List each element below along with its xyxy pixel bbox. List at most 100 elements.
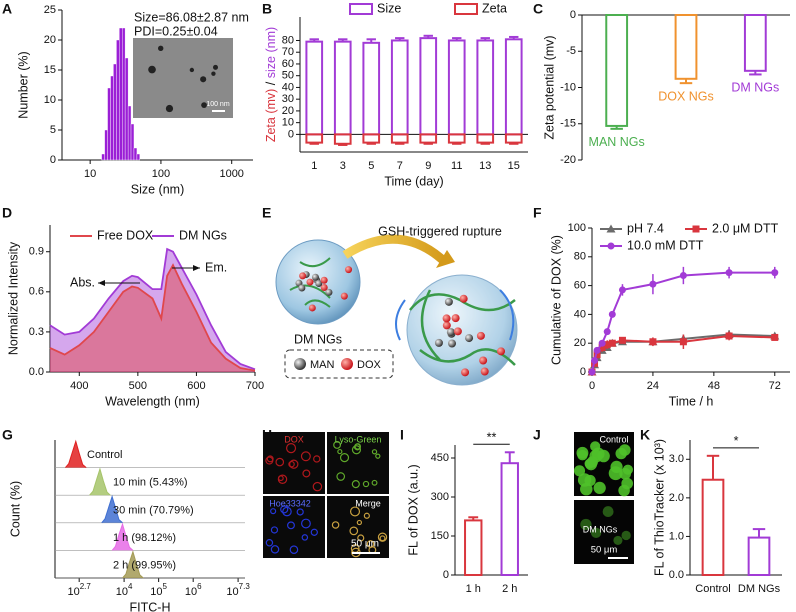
cell [289, 459, 299, 469]
image-label: DM NGs [583, 524, 618, 534]
panel-label: C [533, 1, 543, 17]
y-axis-label-part: size (nm) [264, 27, 278, 78]
legend-label: 10.0 mM DTT [627, 238, 704, 252]
x-tick-label: 13 [479, 160, 491, 172]
bar [305, 133, 324, 144]
cell [349, 506, 361, 517]
x-axis-label: FITC-H [130, 600, 171, 612]
bar [110, 75, 114, 161]
line [49, 247, 256, 371]
x-tick-label: 500 [129, 380, 147, 392]
marker [725, 269, 733, 277]
y-axis-label: Normalized Intensity [6, 241, 20, 355]
line [111, 522, 134, 551]
bar [419, 37, 438, 136]
y-tick-label: -20 [560, 154, 576, 166]
x-tick-label: 5 [368, 160, 374, 172]
y-axis-label: Cumulative of DOX (%) [549, 235, 563, 365]
legend-icon [294, 358, 306, 370]
x-tick-label: 1000 [219, 168, 243, 180]
y-axis-label-part: / [264, 78, 278, 88]
y-tick-label: 100 [568, 222, 586, 234]
legend-label: pH 7.4 [627, 221, 664, 235]
dot [345, 266, 353, 274]
dot [451, 314, 460, 323]
cell [313, 455, 321, 463]
particle [148, 65, 156, 74]
cell [366, 540, 375, 548]
x-tick-label: DM NGs [738, 583, 781, 595]
marker [771, 269, 779, 277]
y-tick-label: 3.0 [669, 453, 684, 465]
cell [621, 477, 634, 490]
particle [158, 45, 164, 52]
marker [608, 339, 616, 347]
marker [649, 338, 657, 346]
legend-icon [454, 3, 478, 15]
y-tick-label: 0.6 [29, 286, 44, 298]
x-tick-label: 104 [116, 582, 133, 598]
y-tick-label: 0.0 [669, 569, 684, 581]
dot [446, 328, 455, 337]
bar [113, 63, 117, 161]
x-tick-label: 100 [152, 168, 170, 180]
panel-label: D [2, 205, 12, 221]
bar [362, 133, 381, 144]
marker [606, 224, 616, 233]
legend-label: DM NGs [179, 228, 227, 242]
y-tick-label: 40 [282, 81, 294, 93]
x-tick-label: 7 [397, 160, 403, 172]
series-label: 2 h (99.95%) [113, 559, 176, 571]
y-tick-label: 20 [282, 105, 294, 117]
bar [116, 39, 120, 161]
legend-label: Free DOX [97, 228, 154, 242]
legend-icon [349, 3, 373, 15]
cell [613, 535, 623, 545]
x-tick-label: 48 [708, 380, 720, 392]
bar [476, 39, 495, 136]
cell [353, 443, 361, 451]
panel-label: I [400, 427, 404, 443]
y-tick-label: 15 [44, 64, 56, 76]
y-tick-label: 1.0 [669, 530, 684, 542]
bar [419, 133, 438, 144]
particle [200, 76, 207, 83]
cell [593, 481, 606, 495]
cell [296, 508, 304, 516]
line [122, 550, 144, 579]
x-axis-label: Time / h [669, 394, 714, 408]
cell [300, 451, 311, 462]
cell [586, 456, 598, 468]
cell [302, 469, 311, 478]
bar [101, 153, 105, 161]
cell [363, 512, 370, 519]
legend-box [284, 349, 394, 379]
dot [447, 339, 456, 348]
y-tick-label: 0 [443, 569, 449, 581]
x-axis-label: Size (nm) [131, 182, 184, 196]
y-tick-label: 60 [282, 58, 294, 70]
bar [305, 40, 324, 136]
bar [362, 41, 381, 136]
dot [479, 356, 488, 365]
dot [465, 334, 474, 343]
x-tick-label: 1 [311, 160, 317, 172]
line [65, 439, 87, 468]
y-tick-label: 300 [431, 491, 449, 503]
marker [593, 351, 601, 359]
bar [674, 14, 698, 80]
y-tick-label: 70 [282, 46, 294, 58]
cell [590, 441, 601, 452]
cell [357, 534, 365, 542]
micrographs: H DOX Lyso-Green Hoe33342 Merge 50 μm [262, 427, 389, 558]
marker [588, 368, 596, 376]
panel-label: K [640, 427, 650, 443]
panel-label: E [262, 205, 271, 221]
y-axis-label: Number (%) [16, 51, 30, 118]
bar [136, 153, 141, 161]
marker [618, 336, 626, 344]
area-fill [101, 496, 123, 523]
line [49, 263, 256, 372]
arrow-head [193, 265, 200, 271]
